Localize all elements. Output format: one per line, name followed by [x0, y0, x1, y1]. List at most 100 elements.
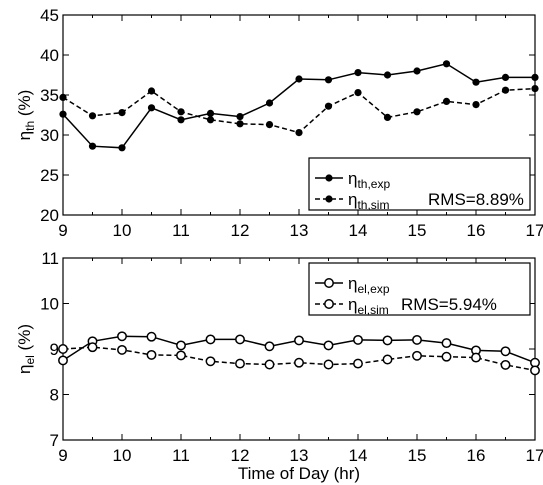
data-point [294, 357, 304, 368]
y-axis-label-unit: (%) [15, 324, 34, 355]
data-point [294, 335, 304, 346]
data-point [206, 116, 215, 124]
tick-labels-electrical: 7 8 9 10 11 9 10 11 12 13 14 15 16 17 [40, 249, 543, 465]
y-tick-label: 40 [40, 46, 59, 65]
data-point [442, 97, 451, 105]
y-tick-label: 35 [40, 86, 59, 105]
data-point [88, 142, 97, 150]
data-point [413, 108, 421, 116]
legend-box-thermal [308, 157, 531, 211]
legend-electrical: ηel,exp ηel,sim RMS=5.94% [308, 262, 531, 317]
data-point [59, 110, 67, 118]
legend-entry-th-exp: ηth,exp [315, 169, 390, 191]
legend-entry-el-sim: ηel,sim RMS=5.94% [315, 295, 497, 317]
data-point [147, 87, 156, 95]
data-point [59, 93, 67, 101]
data-point [295, 129, 303, 137]
data-point [412, 350, 422, 361]
y-axis-label-unit: (%) [15, 90, 34, 121]
series-line [62, 346, 536, 372]
x-tick-label: 14 [349, 446, 368, 465]
data-point [531, 73, 539, 81]
data-point [236, 113, 244, 121]
legend-marker-th-exp [325, 174, 333, 182]
x-tick-label: 17 [526, 446, 543, 465]
series-electrical [58, 331, 540, 376]
y-tick-label: 30 [40, 126, 59, 145]
x-tick-label: 12 [231, 221, 250, 240]
series-th-sim [59, 85, 539, 137]
y-tick-label: 7 [50, 431, 59, 450]
x-tick-label: 10 [113, 446, 132, 465]
data-point [501, 73, 510, 81]
data-point [501, 86, 510, 94]
data-point [354, 89, 362, 97]
data-point [323, 359, 334, 370]
legend-entry-th-sim: ηth,sim RMS=8.89% [315, 190, 524, 212]
data-point [58, 355, 68, 366]
series-el-exp [58, 331, 540, 368]
y-axis-label-sub: th [23, 121, 37, 131]
data-point [324, 76, 333, 84]
data-point [88, 112, 97, 120]
data-point [236, 120, 244, 128]
x-tick-label: 17 [526, 221, 543, 240]
data-point [118, 109, 126, 117]
data-point [205, 334, 216, 345]
data-point [206, 109, 215, 117]
rms-annotation-thermal: RMS=8.89% [428, 190, 524, 209]
data-point [382, 354, 393, 365]
x-tick-label: 9 [58, 446, 67, 465]
x-tick-label: 15 [408, 446, 427, 465]
data-point [353, 358, 363, 369]
legend-label-th-exp: ηth,exp [348, 169, 390, 191]
legend-entry-el-exp: ηel,exp [315, 274, 390, 296]
data-point [471, 352, 481, 363]
data-point [87, 342, 98, 353]
data-point [323, 340, 334, 351]
legend-label-el-sim: ηel,sim [348, 295, 389, 317]
y-axis-label-base: η [15, 365, 34, 374]
data-point [58, 344, 68, 354]
y-tick-label: 20 [40, 206, 59, 225]
data-point [324, 102, 333, 110]
rms-annotation-electrical: RMS=5.94% [401, 295, 497, 314]
series-th-exp [59, 60, 539, 152]
data-point [117, 344, 127, 355]
data-point [146, 331, 157, 342]
legend-marker-el-sim [324, 299, 334, 309]
data-point [176, 340, 186, 351]
data-point [472, 78, 480, 86]
y-axis-label-sub: el [23, 355, 37, 364]
y-tick-label: 45 [40, 6, 59, 25]
x-tick-label: 12 [231, 446, 250, 465]
data-point [235, 358, 245, 369]
x-tick-label: 11 [172, 221, 190, 240]
y-tick-label: 10 [40, 295, 59, 314]
y-axis-label-base: η [15, 131, 34, 140]
legend-marker-th-sim [325, 195, 333, 203]
data-point [441, 351, 452, 362]
data-point [205, 356, 216, 367]
y-tick-label: 25 [40, 166, 59, 185]
x-tick-label: 11 [172, 446, 190, 465]
x-tick-label: 9 [58, 221, 67, 240]
legend-label-el-exp: ηel,exp [348, 274, 390, 296]
data-point [442, 60, 451, 68]
legend-thermal: ηth,exp ηth,sim RMS=8.89% [308, 157, 531, 212]
data-point [500, 359, 511, 370]
y-tick-label: 8 [50, 386, 59, 405]
x-tick-label: 13 [290, 221, 309, 240]
data-point [146, 349, 157, 360]
x-tick-label: 10 [113, 221, 132, 240]
data-point [413, 67, 421, 75]
data-point [177, 116, 185, 124]
legend-label-th-sim: ηth,sim [348, 190, 389, 212]
tick-marks-thermal [62, 14, 536, 216]
series-el-sim [58, 342, 540, 376]
data-point [382, 335, 393, 346]
data-point [472, 101, 480, 109]
data-point [531, 85, 539, 93]
data-point [235, 334, 245, 345]
